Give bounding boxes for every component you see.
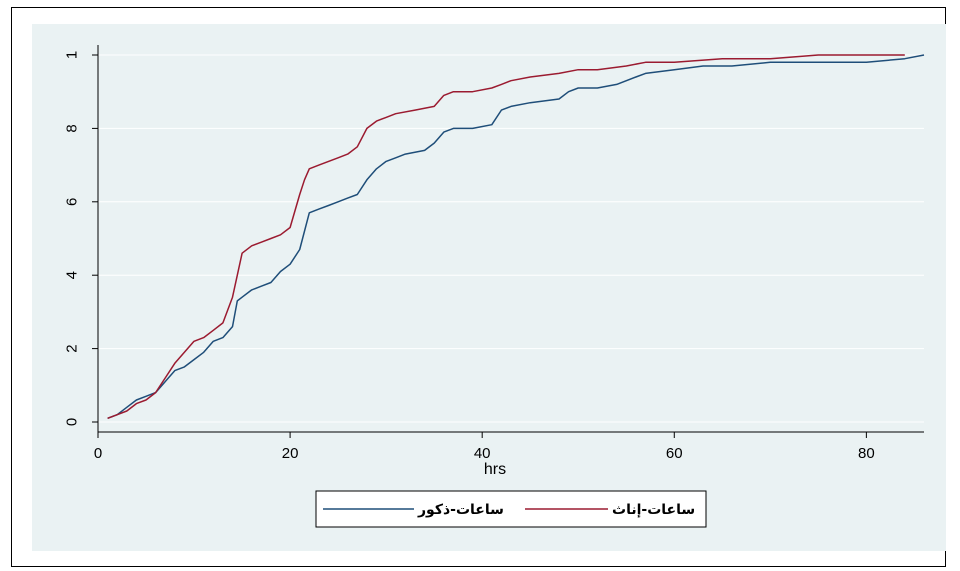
x-tick-label: 80 (858, 445, 875, 462)
y-tick-label: 2 (64, 344, 81, 352)
series-line-1 (107, 54, 905, 420)
legend-label-male: ساعات-ذكور (417, 502, 504, 518)
legend: ساعات-ذكور ساعات-إناث (315, 490, 707, 528)
legend-label-female: ساعات-إناث (612, 502, 695, 518)
gridlines (98, 54, 924, 423)
plot-region (32, 24, 946, 551)
y-tick-label: 8 (64, 124, 81, 132)
x-axis-title: hrs (484, 461, 506, 478)
x-tick-label: 0 (94, 445, 102, 462)
x-tick-label: 60 (666, 445, 683, 462)
x-tick-label: 20 (282, 445, 299, 462)
series-lines (107, 54, 925, 420)
y-tick-label: 6 (64, 198, 81, 206)
x-tick-label: 40 (474, 445, 491, 462)
y-tick-label: 0 (64, 418, 81, 426)
y-tick-label: 4 (64, 271, 81, 279)
y-tick-label: 1 (64, 51, 81, 59)
series-line-0 (107, 54, 925, 420)
